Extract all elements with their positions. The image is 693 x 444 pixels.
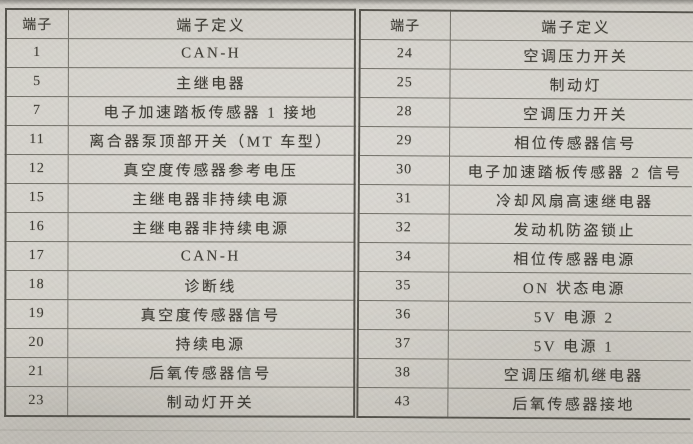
table-row: 38 空调压缩机继电器 (357, 358, 693, 389)
terminal-cell: 36 (358, 301, 448, 331)
table-row: 17 CAN-H (5, 241, 355, 272)
definition-cell: 真空度传感器信号 (67, 299, 355, 330)
table-row: 11 离合器泵顶部开关（MT 车型） (5, 125, 355, 156)
definition-cell: 制动灯开关 (67, 386, 355, 417)
table-row: 32 发动机防盗锁止 (358, 214, 693, 245)
terminal-cell: 23 (5, 386, 68, 417)
definition-cell: CAN-H (67, 241, 355, 272)
definition-column-header: 端子定义 (450, 11, 693, 42)
definition-cell: 发动机防盗锁止 (448, 214, 693, 245)
table-row: 31 冷却风扇高速继电器 (359, 185, 693, 216)
table-row: 35 ON 状态电源 (358, 272, 693, 303)
definition-cell: 持续电源 (67, 328, 355, 359)
terminal-cell: 17 (5, 241, 68, 271)
table-row: 16 主继电器非持续电源 (5, 212, 355, 243)
terminal-cell: 37 (358, 329, 448, 359)
definition-cell: 空调压力开关 (450, 40, 693, 71)
definition-column-header: 端子定义 (67, 9, 355, 40)
terminal-cell: 21 (5, 357, 68, 387)
table-row: 5 主继电器 (5, 67, 355, 98)
terminal-cell: 28 (359, 98, 449, 128)
terminal-cell: 31 (359, 185, 449, 215)
terminal-cell: 18 (5, 270, 68, 300)
table-row: 21 后氧传感器信号 (5, 357, 355, 388)
terminal-table-left: 端子 端子定义 1 CAN-H 5 主继电器 7 电子加速踏板传感器 1 接地 11 离… (4, 8, 356, 418)
table-row: 37 5V 电源 1 (358, 329, 693, 360)
definition-cell: 离合器泵顶部开关（MT 车型） (67, 125, 355, 156)
table-row: 20 持续电源 (5, 328, 355, 359)
table-row: 19 真空度传感器信号 (5, 299, 355, 330)
terminal-cell: 12 (5, 154, 68, 184)
definition-cell: 空调压力开关 (449, 98, 693, 129)
terminal-cell: 24 (360, 40, 450, 70)
table-header-row: 端子 端子定义 (5, 9, 355, 40)
definition-cell: 主继电器非持续电源 (67, 183, 355, 214)
table-row: 18 诊断线 (5, 270, 355, 301)
terminal-cell: 16 (5, 212, 68, 242)
table-row: 36 5V 电源 2 (358, 301, 693, 332)
definition-cell: ON 状态电源 (448, 272, 693, 303)
definition-cell: 冷却风扇高速继电器 (449, 185, 693, 216)
definition-cell: 空调压缩机继电器 (447, 359, 693, 390)
terminal-cell: 1 (5, 38, 68, 68)
terminal-cell: 30 (359, 156, 449, 186)
terminal-column-header: 端子 (360, 10, 450, 40)
table-row: 24 空调压力开关 (360, 40, 693, 71)
definition-cell: 主继电器 (67, 67, 355, 98)
table-row: 30 电子加速踏板传感器 2 信号 (359, 156, 693, 187)
table-row: 28 空调压力开关 (359, 98, 693, 129)
definition-cell: CAN-H (67, 38, 355, 69)
table-row: 43 后氧传感器接地 (357, 387, 693, 419)
table-row: 23 制动灯开关 (5, 386, 355, 417)
table-row: 25 制动灯 (359, 69, 693, 100)
terminal-cell: 25 (359, 69, 449, 99)
definition-cell: 后氧传感器信号 (67, 357, 355, 388)
terminal-cell: 43 (357, 387, 447, 417)
terminal-cell: 15 (5, 183, 68, 213)
terminal-cell: 34 (358, 243, 448, 273)
terminal-column-header: 端子 (5, 9, 68, 39)
definition-cell: 5V 电源 1 (448, 330, 693, 361)
terminal-cell: 19 (5, 299, 68, 329)
definition-cell: 真空度传感器参考电压 (67, 154, 355, 185)
terminal-cell: 29 (359, 127, 449, 157)
terminal-cell: 35 (358, 272, 448, 302)
table-row: 7 电子加速踏板传感器 1 接地 (5, 96, 355, 127)
photo-top-edge-shadow (0, 0, 693, 5)
table-row: 34 相位传感器电源 (358, 243, 693, 274)
definition-cell: 后氧传感器接地 (447, 388, 693, 419)
page-showthrough-line (0, 429, 693, 434)
terminal-cell: 5 (5, 67, 68, 97)
terminal-cell: 11 (5, 125, 68, 155)
table-header-row: 端子 端子定义 (360, 10, 693, 42)
table-row: 12 真空度传感器参考电压 (5, 154, 355, 185)
definition-cell: 电子加速踏板传感器 1 接地 (67, 96, 355, 127)
terminal-cell: 38 (357, 358, 447, 388)
table-row: 29 相位传感器信号 (359, 127, 693, 158)
definition-cell: 相位传感器信号 (449, 127, 693, 158)
definition-cell: 诊断线 (67, 270, 355, 301)
terminal-table-right: 端子 端子定义 24 空调压力开关 25 制动灯 28 空调压力开关 29 相位传感器信… (356, 9, 693, 420)
definition-cell: 主继电器非持续电源 (67, 212, 355, 243)
definition-cell: 制动灯 (449, 69, 693, 100)
table-row: 1 CAN-H (5, 38, 355, 69)
terminal-cell: 7 (5, 96, 68, 126)
definition-cell: 电子加速踏板传感器 2 信号 (449, 156, 693, 187)
table-row: 15 主继电器非持续电源 (5, 183, 355, 214)
terminal-cell: 20 (5, 328, 68, 358)
terminal-cell: 32 (358, 214, 448, 244)
definition-cell: 相位传感器电源 (448, 243, 693, 274)
definition-cell: 5V 电源 2 (448, 301, 693, 332)
